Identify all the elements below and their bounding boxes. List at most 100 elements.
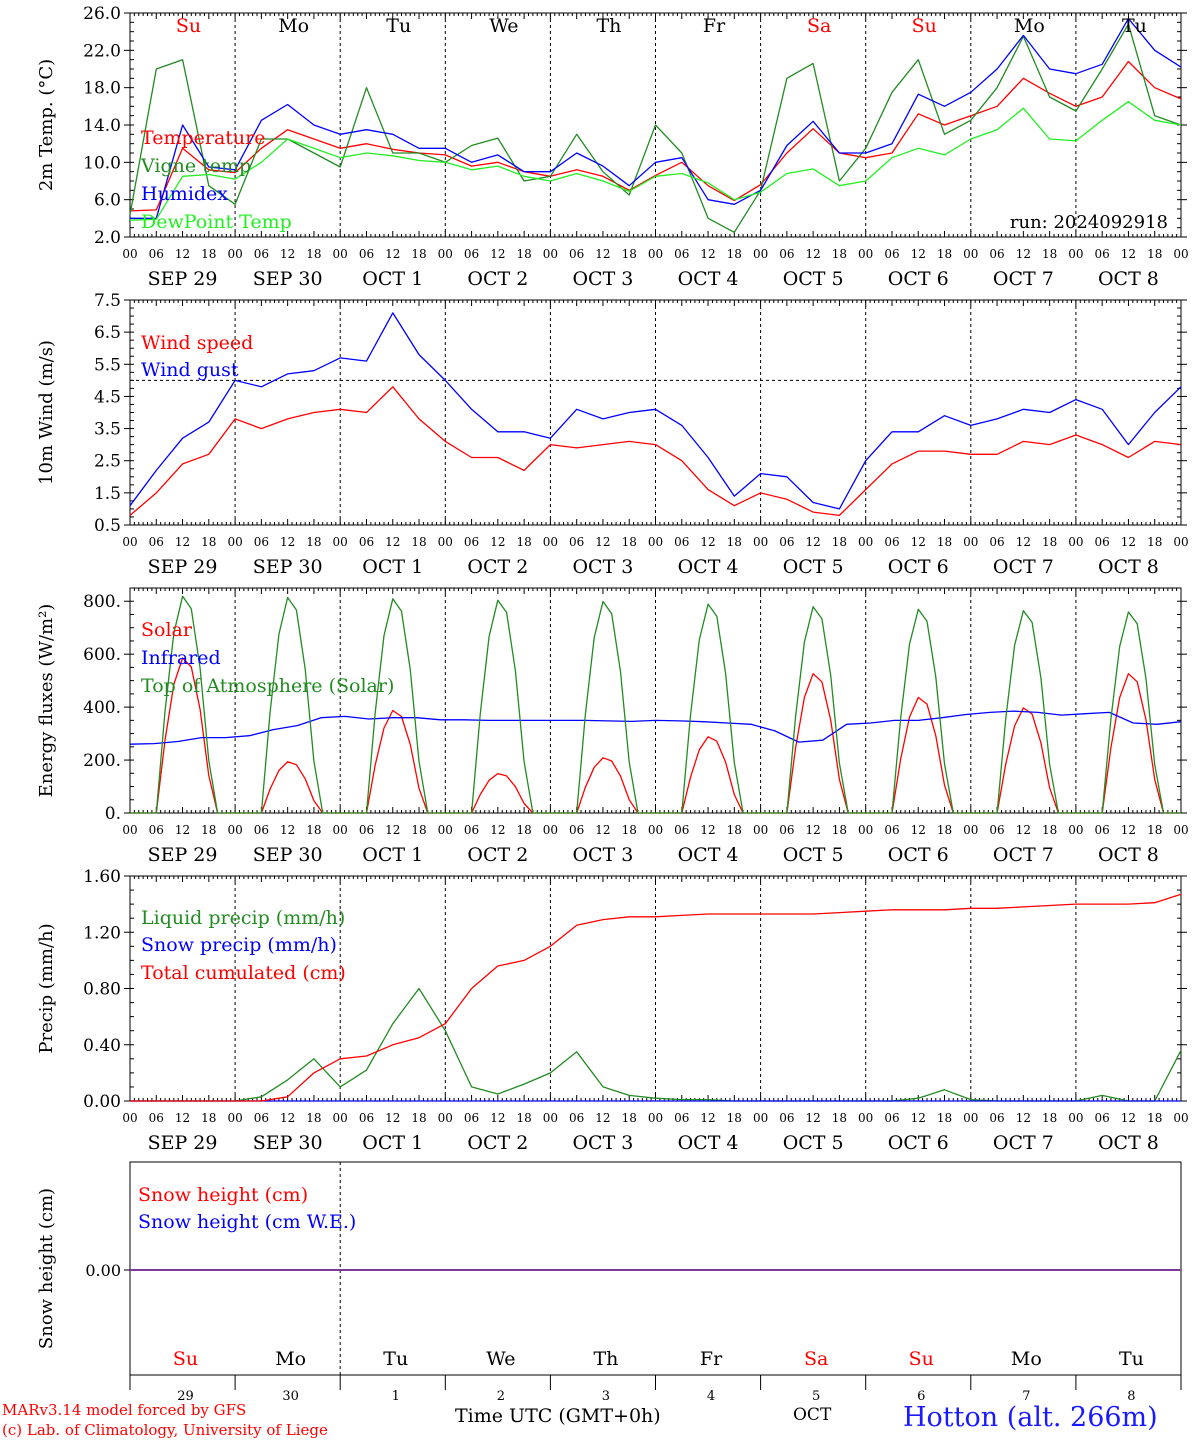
hour-tick-label: 00 (227, 1111, 242, 1125)
date-label: OCT 4 (678, 844, 739, 866)
time-axis-title: Time UTC (GMT+0h) (455, 1405, 661, 1427)
date-label: OCT 2 (467, 844, 528, 866)
series-line-wind-speed (129, 386, 1182, 517)
weekday-label-bottom: Su (909, 1348, 934, 1370)
hour-tick-label: 00 (1173, 535, 1188, 549)
hour-tick-label: 06 (149, 535, 164, 549)
hour-tick-label: 12 (1016, 535, 1031, 549)
y-axis-label: 2m Temp. (°C) (36, 59, 57, 191)
weekday-label-top: Tu (386, 15, 411, 37)
date-label: OCT 1 (362, 556, 423, 578)
weekday-label-bottom: Tu (383, 1348, 408, 1370)
hour-tick-label: 06 (674, 535, 689, 549)
hour-tick-label: 18 (937, 535, 952, 549)
y-tick-label: 1.60 (83, 867, 121, 887)
day-number-label: 6 (917, 1389, 925, 1404)
hour-tick-label: 12 (175, 823, 190, 837)
hour-tick-label: 00 (122, 1111, 137, 1125)
hour-tick-label: 18 (516, 535, 531, 549)
y-tick-label: 800. (83, 592, 121, 612)
date-label: OCT 3 (572, 268, 633, 290)
date-label: OCT 7 (993, 268, 1054, 290)
series-line-total-cumulated-cm- (130, 893, 1182, 1102)
y-tick-label: 0.40 (83, 1036, 121, 1056)
hour-tick-label: 18 (727, 823, 742, 837)
weekday-label-bottom: We (486, 1348, 515, 1370)
hour-tick-label: 12 (1016, 823, 1031, 837)
hour-tick-label: 18 (1147, 247, 1162, 261)
lab-credit: (c) Lab. of Climatology, University of L… (2, 1421, 328, 1439)
hour-tick-label: 00 (227, 823, 242, 837)
date-label: OCT 6 (888, 268, 949, 290)
hour-tick-label: 06 (464, 823, 479, 837)
hour-tick-label: 00 (963, 1111, 978, 1125)
hour-tick-label: 06 (569, 535, 584, 549)
hour-tick-label: 18 (306, 247, 321, 261)
hour-tick-label: 12 (700, 823, 715, 837)
weekday-label-top: Su (176, 15, 201, 37)
hour-tick-label: 00 (648, 823, 663, 837)
hour-tick-label: 18 (1042, 535, 1057, 549)
hour-tick-label: 18 (832, 823, 847, 837)
y-tick-label: 0.00 (85, 1261, 121, 1280)
hour-tick-label: 06 (884, 247, 899, 261)
hour-tick-label: 12 (700, 1111, 715, 1125)
hour-tick-label: 06 (359, 1111, 374, 1125)
y-tick-label: 0.5 (94, 516, 121, 536)
hour-tick-label: 00 (858, 247, 873, 261)
hour-tick-label: 18 (937, 247, 952, 261)
legend-entry: Wind speed (141, 332, 253, 354)
hour-tick-label: 00 (543, 535, 558, 549)
hour-tick-label: 12 (385, 535, 400, 549)
date-label: OCT 5 (783, 556, 844, 578)
hour-tick-label: 12 (280, 535, 295, 549)
hour-tick-label: 06 (1095, 247, 1110, 261)
hour-tick-label: 12 (1121, 535, 1136, 549)
hour-tick-label: 12 (1121, 247, 1136, 261)
hour-tick-label: 18 (411, 1111, 426, 1125)
legend-entry: Top of Atmosphere (Solar) (141, 675, 394, 697)
y-axis-label: Energy fluxes (W/m²) (36, 604, 57, 798)
date-label: SEP 29 (148, 844, 218, 866)
hour-tick-label: 12 (806, 1111, 821, 1125)
hour-tick-label: 12 (1121, 823, 1136, 837)
date-label: OCT 6 (888, 556, 949, 578)
hour-tick-label: 06 (569, 247, 584, 261)
hour-tick-label: 00 (963, 823, 978, 837)
hour-tick-label: 00 (333, 247, 348, 261)
y-tick-label: 0.80 (83, 980, 121, 1000)
hour-tick-label: 18 (1042, 823, 1057, 837)
y-tick-label: 2.5 (94, 452, 121, 472)
date-label: OCT 5 (783, 1132, 844, 1154)
date-label: OCT 1 (362, 1132, 423, 1154)
y-tick-label: 4.5 (94, 387, 121, 407)
hour-tick-label: 06 (779, 535, 794, 549)
hour-tick-label: 18 (832, 247, 847, 261)
hour-tick-label: 12 (806, 823, 821, 837)
date-label: SEP 29 (148, 1132, 218, 1154)
weekday-label-bottom: Mo (1011, 1348, 1042, 1370)
hour-tick-label: 00 (648, 535, 663, 549)
y-tick-label: 10.0 (83, 153, 121, 173)
hour-tick-label: 12 (595, 1111, 610, 1125)
hour-tick-label: 00 (543, 823, 558, 837)
hour-tick-label: 00 (648, 1111, 663, 1125)
hour-tick-label: 06 (359, 535, 374, 549)
panel-frame (129, 587, 1182, 814)
hour-tick-label: 00 (858, 535, 873, 549)
day-number-label: 4 (707, 1389, 715, 1404)
model-credit: MARv3.14 model forced by GFS (2, 1401, 247, 1419)
y-tick-label: 0.00 (83, 1092, 121, 1112)
legend-entry: Snow height (cm W.E.) (138, 1211, 356, 1233)
date-label: OCT 5 (783, 844, 844, 866)
hour-tick-label: 12 (700, 247, 715, 261)
y-tick-label: 600. (83, 645, 121, 665)
hour-tick-label: 00 (438, 823, 453, 837)
hour-tick-label: 06 (1095, 823, 1110, 837)
weekday-label-top: Fr (703, 15, 726, 37)
hour-tick-label: 12 (385, 1111, 400, 1125)
hour-tick-label: 00 (858, 823, 873, 837)
y-tick-label: 0. (105, 804, 121, 824)
day-number-label: 5 (812, 1389, 820, 1404)
